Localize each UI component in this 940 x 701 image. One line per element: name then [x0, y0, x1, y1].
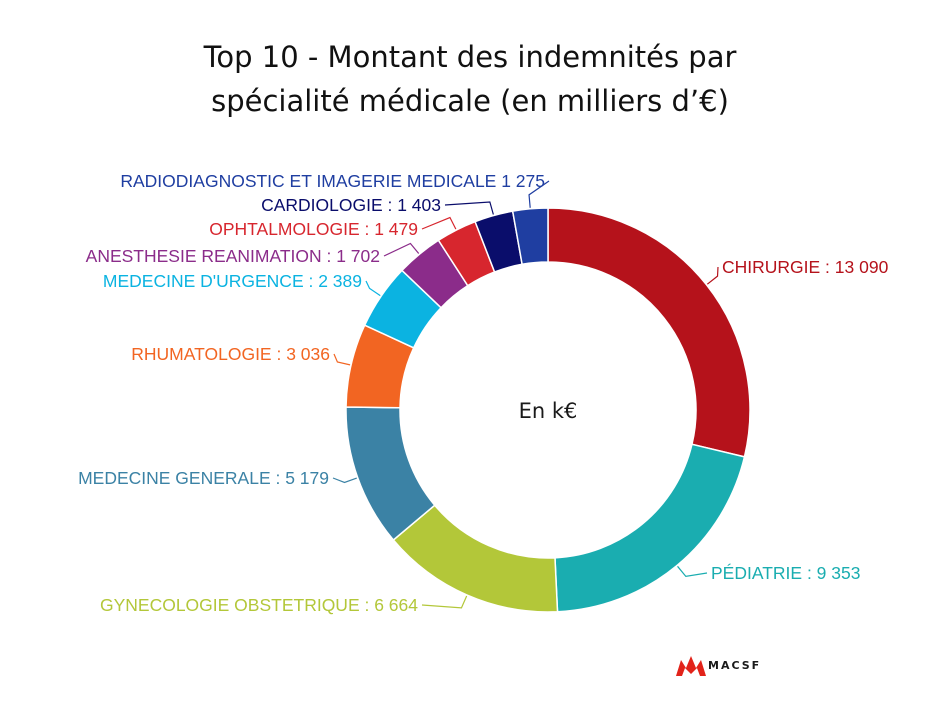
slice-label: RHUMATOLOGIE : 3 036 — [131, 344, 330, 364]
leader-line — [332, 477, 357, 484]
chart-title-line-2: spécialité médicale (en milliers d’€) — [211, 84, 729, 118]
slice-label: PÉDIATRIE : 9 353 — [711, 563, 860, 583]
leader-lines — [332, 180, 719, 609]
leader-line — [383, 242, 420, 257]
macsf-logo-text: MACSF — [708, 659, 762, 672]
slice-labels: CHIRURGIE : 13 090 PÉDIATRIE : 9 353 GYNEC… — [78, 171, 888, 615]
leader-line — [706, 266, 719, 285]
leader-line — [528, 180, 550, 208]
slice-label: MEDECINE D'URGENCE : 2 389 — [103, 271, 362, 291]
slice-label: CARDIOLOGIE : 1 403 — [261, 195, 441, 215]
leader-line — [421, 216, 457, 230]
slice-label: GYNECOLOGIE OBSTETRIQUE : 6 664 — [100, 595, 418, 615]
donut-slices — [345, 207, 751, 613]
slice-label: ANESTHESIE REANIMATION : 1 702 — [86, 246, 380, 266]
leader-line — [444, 201, 494, 215]
leader-line — [421, 595, 468, 609]
leader-line — [677, 565, 708, 577]
slice-label: OPHTALMOLOGIE : 1 479 — [209, 219, 418, 239]
chart-title-line-1: Top 10 - Montant des indemnités par — [203, 40, 737, 74]
slice-gynecologie-obstetrique — [392, 504, 559, 613]
slice-label: RADIODIAGNOSTIC ET IMAGERIE MEDICALE 1 2… — [120, 171, 545, 191]
leader-line — [365, 280, 381, 297]
macsf-logo-icon — [676, 656, 706, 676]
macsf-logo: MACSF — [676, 654, 776, 678]
slice-radiodiagnostic-et-imagerie-medicale — [511, 207, 549, 266]
slice-label: MEDECINE GENERALE : 5 179 — [78, 468, 329, 488]
leader-line — [333, 353, 351, 366]
slice-label: CHIRURGIE : 13 090 — [722, 257, 889, 277]
chart-title: Top 10 - Montant des indemnités par spéc… — [0, 35, 940, 123]
center-label: En k€ — [519, 399, 578, 423]
slice-chirurgie — [547, 207, 751, 458]
slice-p-diatrie — [554, 443, 746, 613]
